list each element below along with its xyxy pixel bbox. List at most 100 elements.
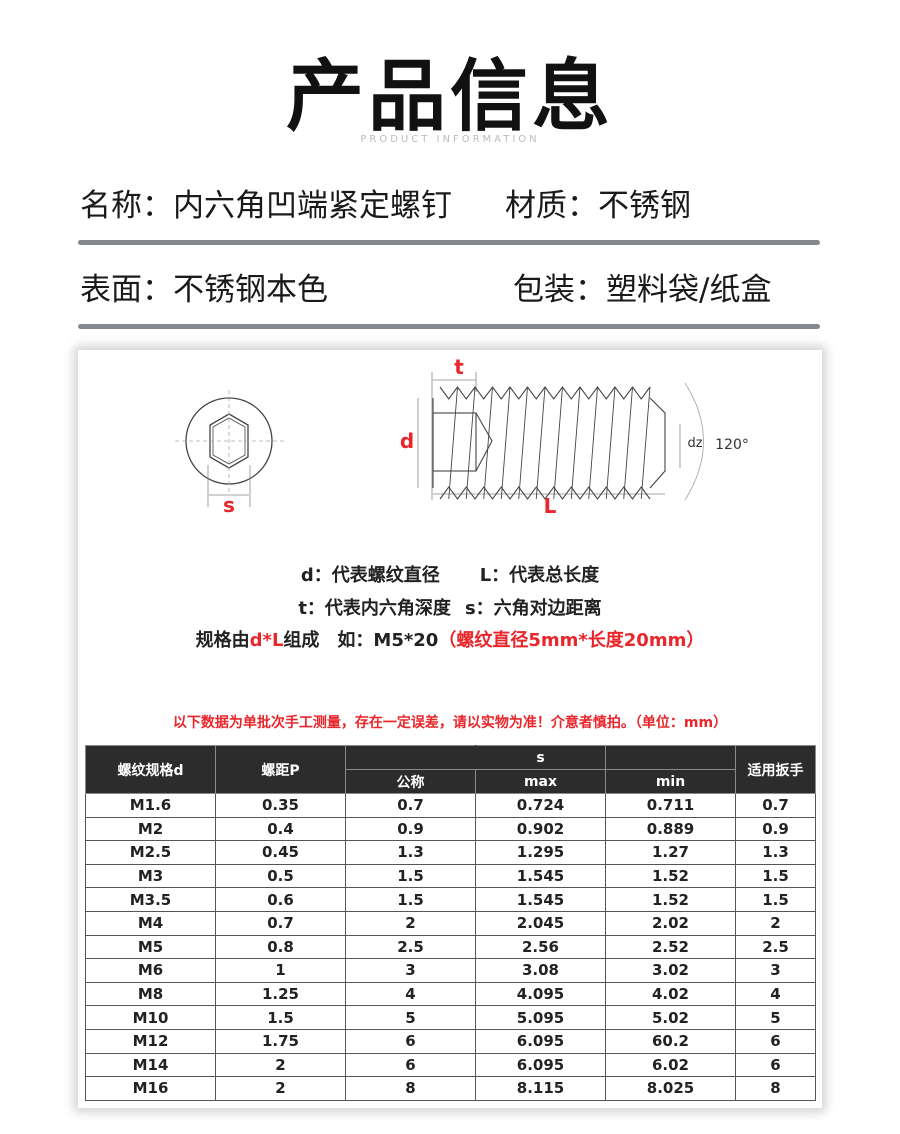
thread-line [500, 386, 511, 500]
table-cell: 1.5 [735, 887, 816, 912]
table-cell: 0.7 [345, 793, 476, 818]
header-min: min [605, 769, 736, 794]
table-cell: 8 [345, 1076, 476, 1101]
thread-line [535, 386, 546, 500]
table-cell: 8 [735, 1076, 816, 1101]
table-row: M4 0.7 2 2.045 2.02 2 [85, 910, 816, 936]
table-cell: 2 [345, 910, 476, 936]
table-row: M16 2 8 8.115 8.025 8 [85, 1076, 816, 1101]
table-cell: 3.02 [605, 958, 736, 983]
table-cell: 0.9 [345, 816, 476, 842]
table-cell: 2.02 [605, 910, 736, 936]
table-cell: 6 [735, 1028, 816, 1054]
table-cell: 0.35 [215, 793, 346, 818]
thread-line [640, 386, 651, 500]
product-packaging: 包装：塑料袋/纸盒 [513, 272, 772, 308]
legend-d: d：代表螺纹直径 [300, 565, 440, 586]
label-angle: 120° [715, 437, 749, 453]
table-row: M2 0.4 0.9 0.902 0.889 0.9 [85, 816, 816, 842]
legend-L: L：代表总长度 [479, 565, 600, 586]
thread-line [553, 386, 563, 500]
page-title: 产品信息 [285, 52, 614, 142]
table-cell: 0.7 [735, 793, 816, 818]
product-surface: 表面：不锈钢本色 [80, 272, 328, 308]
table-cell: 4.02 [605, 981, 736, 1007]
table-cell: 1.52 [605, 863, 736, 889]
table-row: M5 0.8 2.5 2.56 2.52 2.5 [85, 934, 816, 960]
table-cell: 4.095 [475, 981, 606, 1007]
screw-diagram: s t d L dz 120° [175, 355, 749, 518]
table-cell: 6 [735, 1052, 816, 1078]
table-cell: 4 [735, 981, 816, 1007]
table-cell: M4 [85, 910, 216, 936]
thread-line [518, 386, 528, 500]
table-cell: M14 [85, 1052, 216, 1078]
table-cell: 0.45 [215, 840, 346, 865]
table-cell: 6.095 [475, 1052, 606, 1078]
table-cell: 3 [735, 958, 816, 983]
thread-line [605, 386, 616, 500]
thread-line [570, 386, 581, 500]
table-cell: 1.52 [605, 887, 736, 912]
table-cell: 1.545 [475, 863, 606, 889]
product-material: 材质：不锈钢 [505, 188, 691, 224]
head-view [175, 390, 285, 507]
header-max: max [475, 769, 606, 794]
table-cell: 0.4 [215, 816, 346, 842]
table-cell: 0.8 [215, 934, 346, 960]
table-row: M6 1 3 3.08 3.02 3 [85, 958, 816, 983]
table-cell: 1.27 [605, 840, 736, 865]
table-cell: 4 [345, 981, 476, 1007]
table-cell: 1.5 [345, 863, 476, 889]
table-row: M3 0.5 1.5 1.545 1.52 1.5 [85, 863, 816, 889]
thread-line [588, 386, 598, 500]
table-cell: 6.02 [605, 1052, 736, 1078]
table-cell: 1.25 [215, 981, 346, 1007]
page-subtitle: PRODUCT INFORMATION [360, 134, 540, 145]
legend-line-3: 规格由d*L组成 如：M5*20（螺纹直径5mm*长度20mm） [0, 626, 900, 652]
table-row: M1.6 0.35 0.7 0.724 0.711 0.7 [85, 793, 816, 818]
thread-body [417, 372, 704, 501]
thread-line [448, 386, 458, 500]
legend-spec-formula: d*L [249, 630, 284, 651]
table-cell: 1.5 [215, 1005, 346, 1030]
legend-spec-prefix: 规格由 [195, 630, 250, 651]
table-row: M14 2 6 6.095 6.02 6 [85, 1052, 816, 1078]
table-cell: 1.3 [735, 840, 816, 865]
table-cell: 2.045 [475, 910, 606, 936]
table-cell: 1.5 [735, 863, 816, 889]
label-dz: dz [687, 436, 702, 451]
table-cell: 2.5 [345, 934, 476, 960]
table-row: M10 1.5 5 5.095 5.02 5 [85, 1005, 816, 1030]
table-cell: M8 [85, 981, 216, 1007]
table-cell: M5 [85, 934, 216, 960]
table-cell: M1.6 [85, 793, 216, 818]
table-cell: 2.52 [605, 934, 736, 960]
legend-line-1: d：代表螺纹直径 L：代表总长度 [0, 561, 900, 587]
table-cell: 0.902 [475, 816, 606, 842]
product-name: 名称：内六角凹端紧定螺钉 [80, 188, 452, 224]
table-cell: 1.5 [345, 887, 476, 912]
divider [78, 240, 820, 245]
table-cell: M12 [85, 1028, 216, 1054]
table-row: M3.5 0.6 1.5 1.545 1.52 1.5 [85, 887, 816, 912]
table-cell: M16 [85, 1076, 216, 1101]
table-cell: 3 [345, 958, 476, 983]
legend-s: s：六角对边距离 [464, 598, 602, 619]
divider [78, 324, 820, 329]
table-cell: M2 [85, 816, 216, 842]
header-nominal: 公称 [345, 769, 476, 794]
legend-line-2: t：代表内六角深度 s：六角对边距离 [0, 594, 900, 620]
label-d: d [400, 429, 414, 453]
legend-spec-explain: （螺纹直径5mm*长度20mm） [438, 630, 705, 651]
thread-edge [439, 486, 651, 500]
table-cell: 5.02 [605, 1005, 736, 1030]
legend-t: t：代表内六角深度 [298, 598, 451, 619]
header-s: s [475, 745, 606, 770]
table-cell: 1 [215, 958, 346, 983]
table-row: M8 1.25 4 4.095 4.02 4 [85, 981, 816, 1007]
table-cell: 5.095 [475, 1005, 606, 1030]
table-cell: 3.08 [475, 958, 606, 983]
table-cell: 8.115 [475, 1076, 606, 1101]
table-cell: 0.5 [215, 863, 346, 889]
